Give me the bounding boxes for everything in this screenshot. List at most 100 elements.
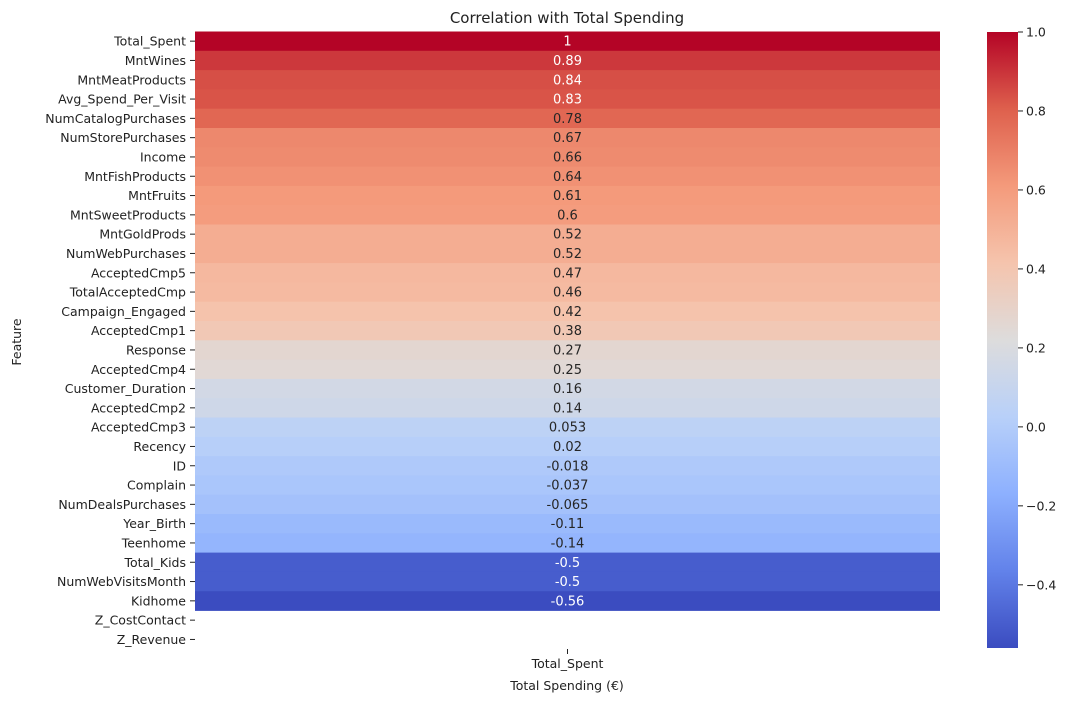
heatmap-cell <box>195 321 940 341</box>
y-tick-label: Customer_Duration <box>65 381 186 396</box>
heatmap-cell <box>195 591 940 611</box>
cell-value-label: 0.16 <box>553 382 582 397</box>
heatmap-cell <box>195 456 940 476</box>
chart-title: Correlation with Total Spending <box>450 9 684 27</box>
cell-value-label: -0.065 <box>547 498 589 513</box>
heatmap-cell <box>195 31 940 52</box>
y-tick-label: Avg_Spend_Per_Visit <box>58 92 186 107</box>
cell-value-label: 0.52 <box>553 247 582 262</box>
cell-value-label: -0.14 <box>551 536 585 551</box>
heatmap-cell <box>195 89 940 110</box>
y-tick-label: Year_Birth <box>122 516 186 531</box>
y-tick-label: NumWebPurchases <box>66 246 186 261</box>
y-tick-label: Complain <box>127 478 186 493</box>
cell-value-label: 0.02 <box>553 440 582 455</box>
y-tick-label: AcceptedCmp4 <box>91 362 186 377</box>
colorbar-tick-label: 0.4 <box>1026 261 1046 276</box>
heatmap-cell <box>195 378 940 399</box>
cell-value-label: 0.42 <box>553 305 582 320</box>
y-tick-label: AcceptedCmp2 <box>91 400 186 415</box>
colorbar-tick-label: 0.8 <box>1026 103 1046 118</box>
y-tick-label: NumDealsPurchases <box>58 497 186 512</box>
y-tick-label: ID <box>173 458 186 473</box>
heatmap-cell <box>195 359 940 380</box>
colorbar-tick-label: −0.2 <box>1026 498 1056 513</box>
cell-value-label: -0.5 <box>555 575 580 590</box>
heatmap-cell <box>195 436 940 457</box>
y-tick-label: Z_Revenue <box>117 632 187 647</box>
cell-value-label: -0.56 <box>551 594 585 609</box>
cell-value-label: -0.5 <box>555 556 580 571</box>
heatmap-cells: 1 0.89 0.84 0.83 0.78 0.67 0.66 0.64 0.61 0.6 0.52… <box>195 31 940 611</box>
heatmap-cell <box>195 552 940 573</box>
cell-value-label: 0.38 <box>553 324 582 339</box>
heatmap-cell <box>195 128 940 148</box>
y-tick-label: Campaign_Engaged <box>61 304 186 319</box>
heatmap-cell <box>195 147 940 167</box>
y-tick-label: MntFruits <box>128 188 186 203</box>
y-tick-label: Total_Spent <box>113 34 186 49</box>
heatmap-cell <box>195 340 940 360</box>
y-tick-label: MntSweetProducts <box>70 207 186 222</box>
y-tick-label: TotalAcceptedCmp <box>69 285 186 300</box>
heatmap-cell <box>195 494 940 515</box>
cell-value-label: 0.89 <box>553 54 582 69</box>
cell-value-label: 0.78 <box>553 112 582 127</box>
heatmap-cell <box>195 50 940 71</box>
cell-value-label: -0.037 <box>547 479 589 494</box>
heatmap-cell <box>195 282 940 303</box>
heatmap-cell <box>195 533 940 553</box>
y-tick-label: NumStorePurchases <box>60 130 186 145</box>
cell-value-label: 0.14 <box>553 401 582 416</box>
y-tick-label: Income <box>140 149 186 164</box>
cell-value-label: 0.27 <box>553 343 582 358</box>
cell-value-label: 0.83 <box>553 93 582 108</box>
heatmap-cell <box>195 166 940 187</box>
cell-value-label: -0.018 <box>547 459 589 474</box>
x-tick-label: Total_Spent <box>531 656 604 671</box>
heatmap-cell <box>195 108 940 129</box>
y-tick-label: NumCatalogPurchases <box>45 111 186 126</box>
heatmap-cell <box>195 514 940 534</box>
heatmap-cell <box>195 571 940 592</box>
y-tick-label: MntGoldProds <box>99 227 186 242</box>
colorbar: 1.0 0.8 0.6 0.4 0.2 0.0 −0.2 −0.4 <box>987 25 1056 648</box>
y-tick-label: Teenhome <box>121 535 187 550</box>
cell-value-label: 0.61 <box>553 189 582 204</box>
y-tick-label: MntWines <box>125 53 186 68</box>
heatmap-cell <box>195 417 940 438</box>
heatmap-cell <box>195 263 940 283</box>
heatmap-cell <box>195 243 940 264</box>
cell-value-label: 0.84 <box>553 73 582 88</box>
heatmap-cell <box>195 398 940 418</box>
heatmap-cell <box>195 475 940 496</box>
cell-value-label: -0.11 <box>551 517 585 532</box>
y-tick-label: NumWebVisitsMonth <box>57 574 186 589</box>
y-axis-label: Feature <box>9 318 24 366</box>
cell-value-label: 1 <box>563 35 571 50</box>
colorbar-gradient <box>987 32 1018 648</box>
colorbar-tick-label: −0.4 <box>1026 577 1056 592</box>
cell-value-label: 0.66 <box>553 150 582 165</box>
cell-value-label: 0.25 <box>553 363 582 378</box>
y-tick-label: Recency <box>133 439 186 454</box>
colorbar-tick-label: 1.0 <box>1026 25 1046 40</box>
y-tick-label: MntFishProducts <box>84 169 186 184</box>
cell-value-label: 0.52 <box>553 228 582 243</box>
y-axis-ticks: Total_Spent MntWines MntMeatProducts Avg_Sp… <box>45 34 195 647</box>
y-tick-label: Kidhome <box>131 593 186 608</box>
cell-value-label: 0.053 <box>549 421 586 436</box>
heatmap-cell <box>195 205 940 225</box>
cell-value-label: 0.67 <box>553 131 582 146</box>
y-tick-label: Z_CostContact <box>95 613 186 628</box>
heatmap-cell <box>195 70 940 90</box>
y-tick-label: AcceptedCmp3 <box>91 420 186 435</box>
cell-value-label: 0.64 <box>553 170 582 185</box>
y-tick-label: MntMeatProducts <box>77 72 186 87</box>
heatmap-cell <box>195 301 940 322</box>
colorbar-tick-label: 0.6 <box>1026 182 1046 197</box>
cell-value-label: 0.47 <box>553 266 582 281</box>
y-tick-label: AcceptedCmp1 <box>91 323 186 338</box>
y-tick-label: AcceptedCmp5 <box>91 265 186 280</box>
